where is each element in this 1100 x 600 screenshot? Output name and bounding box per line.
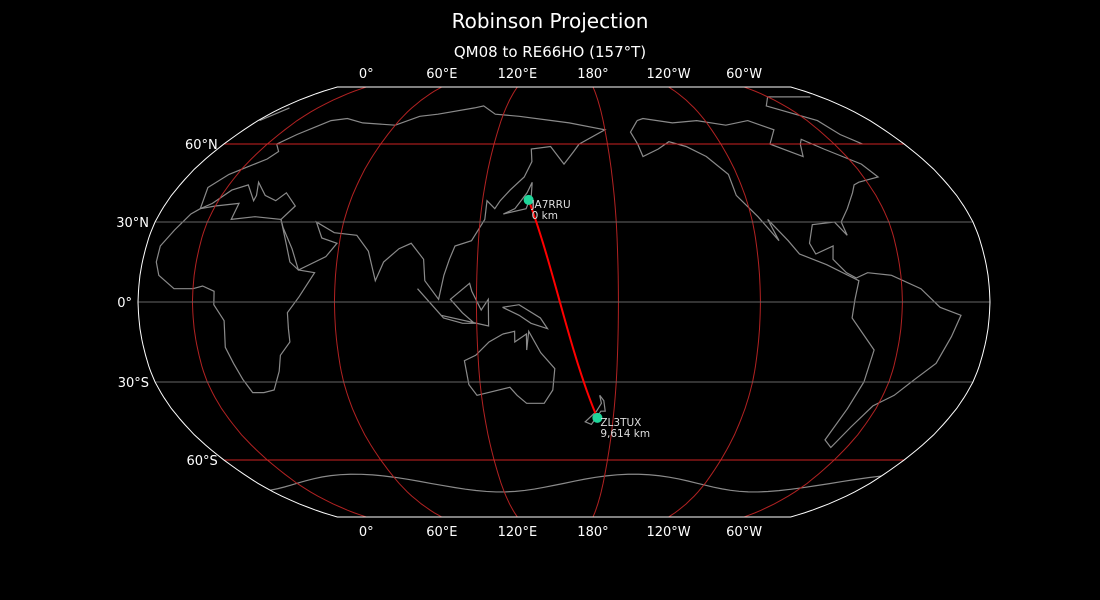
- longitude-label: 60°E: [426, 67, 457, 82]
- coastline: [584, 394, 606, 426]
- map-boundary: [137, 86, 991, 518]
- coastline: [259, 96, 863, 145]
- longitude-label: 60°W: [726, 67, 762, 82]
- longitude-label: 120°W: [646, 67, 690, 82]
- station-callsign: ZL3TUX: [600, 417, 641, 429]
- longitude-label: 180°: [577, 525, 608, 540]
- latitude-label: 0°: [117, 296, 132, 311]
- coastline: [155, 202, 316, 394]
- coastlines: [155, 96, 962, 493]
- longitude-label: 0°: [359, 67, 374, 82]
- longitude-label: 60°W: [726, 525, 762, 540]
- longitude-label: 180°: [577, 67, 608, 82]
- longitude-label: 120°E: [498, 525, 538, 540]
- station-callsign: JA7RRU: [531, 199, 571, 211]
- longitude-label: 120°E: [498, 67, 538, 82]
- coastline-antarctica: [270, 473, 882, 493]
- coastline: [629, 117, 962, 449]
- station-marker-icon: [523, 194, 534, 205]
- latitude-label: 60°N: [185, 138, 218, 153]
- coastline: [503, 181, 533, 215]
- longitude-label: 120°W: [646, 525, 690, 540]
- graticule: [138, 86, 990, 518]
- map-title: Robinson Projection: [451, 9, 649, 33]
- latitude-label: 30°S: [118, 376, 149, 391]
- graticule-labels: 0° 0° 60°E 60°E 120°E 120°E 180° 180° 120°W 120°W…: [116, 67, 762, 540]
- longitude-label: 60°E: [426, 525, 457, 540]
- latitude-label: 30°N: [116, 216, 149, 231]
- coastline: [502, 304, 549, 330]
- station-distance: 0 km: [532, 210, 558, 222]
- coastline: [417, 282, 490, 327]
- station-distance: 9,614 km: [600, 428, 650, 440]
- coastline: [199, 105, 607, 301]
- station-marker-icon: [592, 412, 603, 423]
- coastline: [463, 329, 556, 404]
- latitude-label: 60°S: [186, 454, 217, 469]
- longitude-label: 0°: [359, 525, 374, 540]
- map-subtitle: QM08 to RE66HO (157°T): [453, 43, 647, 61]
- great-circle-path: [527, 199, 599, 419]
